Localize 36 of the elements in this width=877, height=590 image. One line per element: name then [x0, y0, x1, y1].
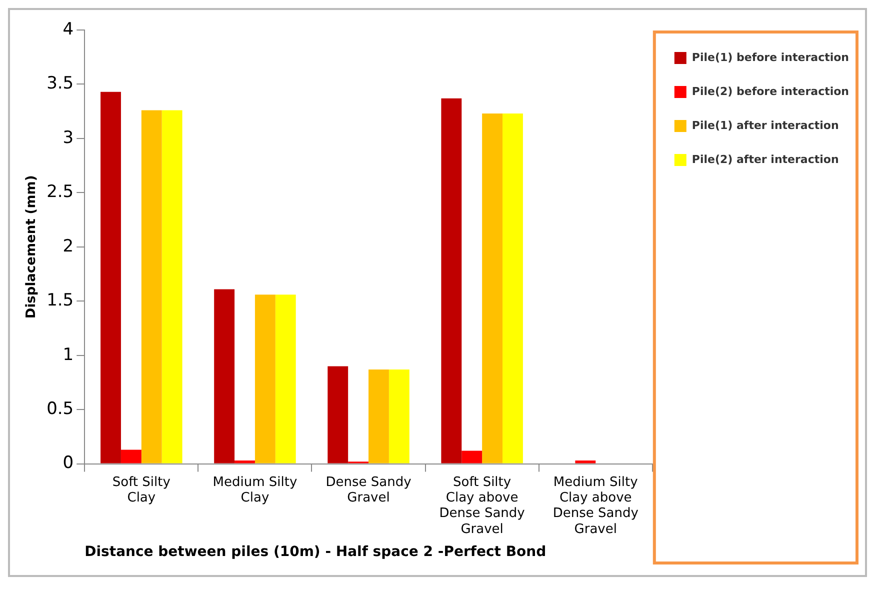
bar: [462, 450, 482, 464]
bar: [141, 110, 162, 464]
bar: [254, 294, 276, 464]
bar: [502, 114, 523, 464]
bar: [275, 294, 296, 464]
legend-label: Pile(2) before interaction: [692, 84, 850, 98]
x-tick-label: Soft Silty Clay above Dense Sandy Gravel: [439, 474, 526, 537]
y-tick-label: 2: [62, 236, 74, 256]
legend-label: Pile(1) before interaction: [692, 50, 850, 64]
y-tick-label: 1.5: [46, 290, 74, 311]
x-tick-label: Medium Silty Clay above Dense Sandy Gravel: [552, 474, 639, 537]
y-tick-label: 0.5: [46, 398, 74, 419]
y-axis-title: Displacement (mm): [24, 175, 40, 319]
y-tick-label: 4: [62, 19, 74, 40]
bar: [388, 369, 410, 464]
legend-label: Pile(2) after interaction: [692, 152, 839, 166]
bar: [368, 369, 389, 464]
x-axis-title: Distance between piles (10m) - Half space 2 -Perfect Bond: [84, 544, 546, 560]
x-tick-label: Soft Silty Clay: [112, 474, 171, 506]
bar: [162, 110, 182, 464]
y-tick-label: 1: [62, 344, 74, 365]
bar: [100, 92, 121, 464]
x-tick-label: Dense Sandy Gravel: [326, 474, 412, 506]
y-tick-label: 2.5: [46, 182, 74, 202]
y-tick-label: 3: [62, 128, 74, 148]
x-tick-label: Medium Silty Clay: [212, 474, 298, 506]
bar: [575, 460, 596, 464]
bar: [328, 366, 348, 464]
y-tick-label: 3.5: [46, 74, 74, 94]
y-tick-label: 0: [62, 453, 74, 474]
legend-label: Pile(1) after interaction: [692, 118, 839, 132]
bar: [214, 289, 235, 464]
bar: [234, 460, 255, 464]
bar: [441, 98, 462, 464]
bar: [120, 450, 142, 464]
bar: [482, 114, 503, 464]
